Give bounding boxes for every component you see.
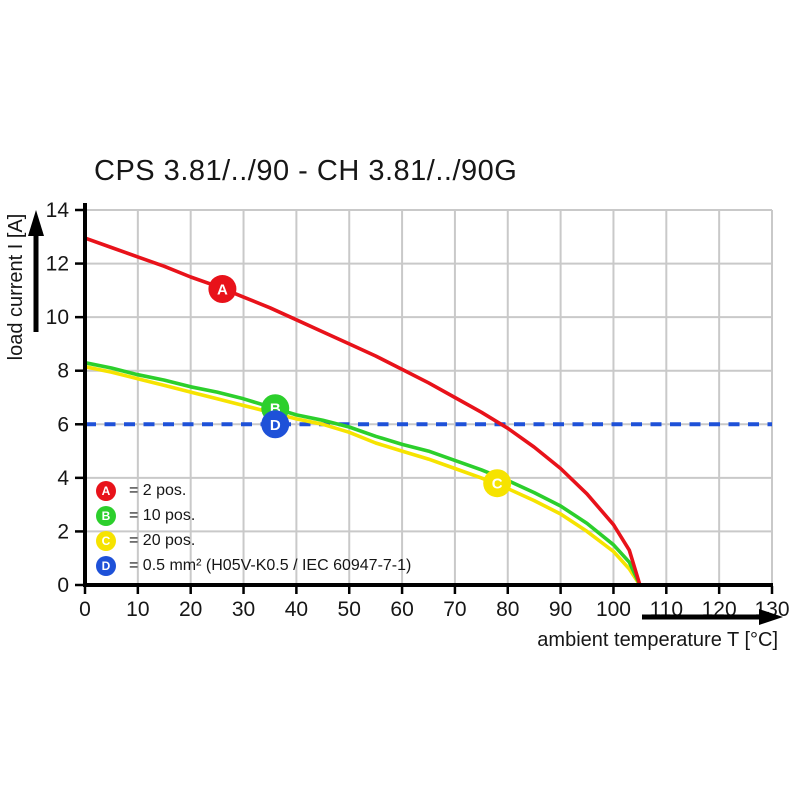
x-tick-label: 0: [79, 598, 91, 621]
y-tick-label: 10: [46, 306, 69, 329]
y-tick-label: 6: [57, 413, 69, 436]
legend-label-d: = 0.5 mm² (H05V-K0.5 / IEC 60947-7-1): [129, 556, 412, 574]
curve-b: [83, 360, 642, 587]
chart-title: CPS 3.81/../90 - CH 3.81/../90G: [94, 155, 518, 187]
x-tick-label: 10: [126, 598, 149, 621]
y-tick-label: 0: [57, 574, 69, 597]
legend: A = 2 pos. B = 10 pos. C = 20 pos. D = 0…: [96, 478, 411, 578]
legend-item-d: D = 0.5 mm² (H05V-K0.5 / IEC 60947-7-1): [96, 553, 411, 578]
x-tick-label: 80: [496, 598, 519, 621]
curve-marker-letter-c: C: [492, 476, 503, 493]
legend-marker-b-icon: B: [96, 505, 116, 526]
x-tick-label: 30: [232, 598, 255, 621]
curve-a: [83, 236, 642, 587]
legend-marker-a-icon: A: [96, 480, 116, 501]
curve-c: [83, 364, 642, 587]
y-tick-label: 8: [57, 360, 69, 383]
legend-marker-c-icon: C: [96, 530, 116, 551]
x-tick-label: 60: [390, 598, 413, 621]
curve-marker-c: [483, 469, 512, 498]
curve-marker-letter-a: A: [217, 282, 228, 299]
curve-marker-d: [261, 410, 290, 439]
y-tick-label: 4: [57, 467, 69, 490]
legend-label-b: = 10 pos.: [129, 506, 196, 524]
legend-label-a: = 2 pos.: [129, 481, 187, 499]
legend-marker-d-icon: D: [96, 555, 116, 576]
x-tick-label: 40: [285, 598, 308, 621]
x-axis-label: ambient temperature T [°C]: [537, 629, 778, 651]
curve-marker-letter-d: D: [270, 417, 281, 434]
legend-item-c: C = 20 pos.: [96, 528, 411, 553]
x-axis-arrowhead-icon: [759, 609, 783, 625]
curve-marker-letter-b: B: [270, 401, 281, 418]
y-tick-label: 12: [46, 253, 69, 276]
x-tick-label: 20: [179, 598, 202, 621]
legend-item-a: A = 2 pos.: [96, 478, 411, 503]
legend-item-b: B = 10 pos.: [96, 503, 411, 528]
curve-marker-a: [208, 275, 237, 304]
x-tick-label: 50: [338, 598, 361, 621]
legend-label-c: = 20 pos.: [129, 531, 196, 549]
y-axis-arrowhead-icon: [28, 210, 44, 236]
x-tick-label: 100: [596, 598, 631, 621]
x-tick-label: 90: [549, 598, 572, 621]
y-tick-label: 14: [46, 199, 70, 222]
x-tick-label: 70: [443, 598, 466, 621]
y-tick-label: 2: [57, 520, 69, 543]
